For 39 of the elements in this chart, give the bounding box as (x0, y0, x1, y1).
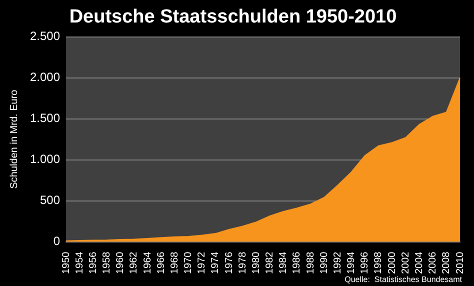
x-tick-label: 1984 (278, 251, 290, 274)
y-tick-label: 1.000 (30, 152, 60, 166)
x-tick-label: 1974 (210, 251, 222, 274)
x-tick-label: 1958 (102, 251, 113, 274)
y-tick-label: 500 (40, 193, 60, 208)
x-tick-label: 1996 (360, 251, 371, 274)
x-tick-label: 1986 (292, 251, 303, 274)
x-tick-label: 1976 (224, 251, 235, 274)
x-tick-label: 1978 (237, 251, 248, 274)
y-tick-label: 2.000 (30, 70, 60, 84)
x-tick-label: 1950 (60, 251, 72, 274)
y-tick-label: 1.500 (30, 111, 60, 126)
chart-title: Deutsche Staatsschulden 1950-2010 (69, 6, 397, 28)
x-tick-label: 1990 (318, 251, 330, 274)
x-tick-label: 1968 (169, 251, 180, 274)
x-tick-label: 1998 (373, 251, 384, 274)
x-tick-label: 2002 (400, 251, 412, 274)
x-tick-label: 1966 (156, 251, 167, 274)
x-tick-label: 1992 (332, 251, 344, 274)
y-tick-label: 0 (53, 234, 60, 248)
x-tick-label: 1956 (88, 251, 99, 274)
x-tick-label: 1988 (305, 251, 316, 274)
x-tick-label: 2008 (441, 251, 452, 274)
x-tick-label: 2000 (386, 251, 398, 274)
x-tick-label: 2006 (428, 251, 439, 274)
x-tick-label: 1994 (346, 251, 358, 274)
x-tick-label: 1962 (128, 251, 140, 274)
x-tick-label: 1964 (142, 251, 154, 274)
x-tick-label: 1960 (115, 251, 126, 274)
x-tick-label: 2010 (454, 251, 466, 274)
x-tick-label: 2004 (414, 251, 425, 274)
x-tick-label: 1982 (264, 251, 276, 274)
x-tick-label: 1954 (74, 251, 86, 274)
source-note: Quelle: Statistisches Bundesamt (344, 275, 463, 284)
x-tick-label: 1980 (250, 251, 262, 274)
x-tick-label: 1972 (196, 251, 208, 274)
y-axis-title: Schulden in Mrd. Euro (8, 89, 20, 189)
x-tick-label: 1970 (183, 251, 194, 274)
y-tick-label: 2.500 (30, 29, 60, 44)
